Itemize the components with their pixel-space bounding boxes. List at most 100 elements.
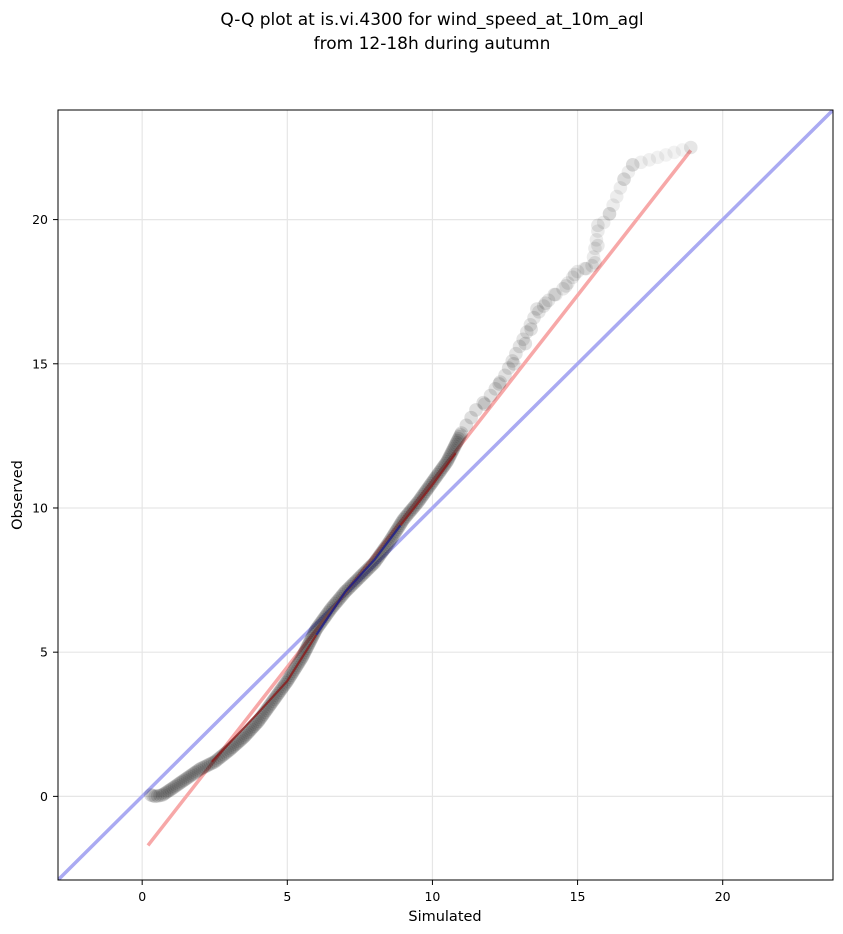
- qq-point: [269, 688, 284, 703]
- qq-point: [238, 728, 253, 743]
- qq-point: [516, 332, 530, 347]
- qq-point: [153, 788, 167, 803]
- qq-point: [606, 198, 620, 212]
- qq-point: [501, 361, 516, 375]
- qq-point: [602, 207, 617, 221]
- qq-point: [248, 717, 263, 732]
- segment-lines: [211, 452, 457, 763]
- qq-point: [164, 782, 179, 796]
- qq-point: [189, 764, 204, 779]
- qq-point: [273, 683, 288, 697]
- qq-point: [362, 560, 377, 575]
- qq-point: [195, 761, 210, 775]
- qq-point: [244, 722, 258, 737]
- chart-title-line-2: from 12-18h during autumn: [314, 34, 551, 54]
- qq-point: [209, 753, 224, 768]
- qq-point: [359, 563, 374, 578]
- qq-point: [364, 559, 378, 573]
- qq-point: [449, 435, 464, 450]
- qq-point: [207, 754, 222, 769]
- qq-point: [447, 439, 462, 454]
- qq-tail-point: [683, 140, 698, 155]
- qq-tail-point: [617, 172, 631, 187]
- qq-point: [452, 430, 467, 444]
- y-tick-label: 15: [32, 356, 48, 371]
- segment-line: [399, 452, 457, 526]
- qq-point: [464, 410, 478, 425]
- qq-point: [233, 733, 248, 747]
- qq-point: [144, 788, 158, 802]
- qq-point: [241, 725, 255, 740]
- qq-point: [519, 325, 534, 339]
- qq-point: [459, 418, 474, 433]
- qq-point: [325, 600, 340, 614]
- qq-point: [454, 426, 469, 440]
- qq-point: [483, 388, 498, 403]
- qq-point: [162, 783, 177, 798]
- qq-point: [588, 241, 602, 256]
- qq-point: [621, 165, 636, 179]
- qq-point: [361, 562, 375, 576]
- qq-point: [157, 786, 172, 801]
- y-tick-label: 20: [32, 212, 48, 227]
- axis-ticks: 0 5 10 15 20 0 5 10 15 20: [32, 212, 731, 904]
- qq-point: [320, 607, 334, 622]
- qq-point: [591, 224, 605, 238]
- qq-point: [193, 762, 208, 776]
- qq-point: [239, 727, 254, 741]
- qq-point: [211, 752, 226, 766]
- qq-tail-point: [588, 256, 602, 270]
- qq-point: [173, 776, 188, 790]
- y-tick-label: 10: [32, 500, 48, 515]
- qq-point: [505, 354, 520, 368]
- y-tick-label: 5: [40, 645, 48, 660]
- qq-point: [523, 318, 538, 332]
- qq-point: [450, 433, 465, 448]
- qq-point: [570, 264, 585, 279]
- qq-point: [215, 749, 229, 763]
- qq-tail-point: [625, 157, 640, 172]
- qq-point: [314, 614, 329, 629]
- qq-point: [565, 270, 580, 285]
- qq-point: [536, 299, 551, 313]
- qq-point: [236, 730, 251, 745]
- qq-point: [268, 690, 283, 705]
- qq-point: [488, 381, 503, 396]
- qq-point: [443, 449, 457, 463]
- qq-point: [589, 232, 604, 247]
- qq-point: [444, 447, 458, 461]
- qq-point: [509, 346, 523, 361]
- qq-point: [251, 714, 266, 729]
- qq-point: [309, 622, 324, 636]
- qq-point: [493, 375, 507, 389]
- qq-point: [271, 687, 285, 701]
- qq-point: [146, 788, 160, 803]
- qq-point: [166, 781, 180, 795]
- qq-tail-point: [477, 397, 492, 411]
- chart-title-line-1: Q-Q plot at is.vi.4300 for wind_speed_at…: [220, 10, 643, 30]
- qq-point: [169, 778, 184, 793]
- qq-tail-point: [559, 279, 573, 293]
- qq-point: [548, 287, 563, 302]
- qq-tail-point: [567, 267, 582, 282]
- qq-point: [476, 395, 491, 410]
- qq-point: [171, 777, 186, 791]
- qq-point: [596, 215, 611, 230]
- qq-point: [541, 293, 556, 308]
- qq-tail-point: [591, 238, 605, 253]
- y-tick-label: 0: [40, 789, 48, 804]
- qq-point: [532, 305, 546, 319]
- qq-point: [667, 145, 681, 160]
- qq-point: [453, 428, 468, 442]
- qq-point: [436, 460, 450, 475]
- x-tick-label: 20: [715, 889, 731, 904]
- qq-point: [182, 769, 197, 784]
- qq-point: [245, 720, 260, 735]
- qq-point: [578, 261, 592, 276]
- qq-point: [263, 698, 277, 712]
- y-axis-label: Observed: [10, 460, 26, 530]
- qq-point: [168, 779, 182, 794]
- qq-point: [437, 458, 452, 473]
- qq-point: [213, 750, 227, 765]
